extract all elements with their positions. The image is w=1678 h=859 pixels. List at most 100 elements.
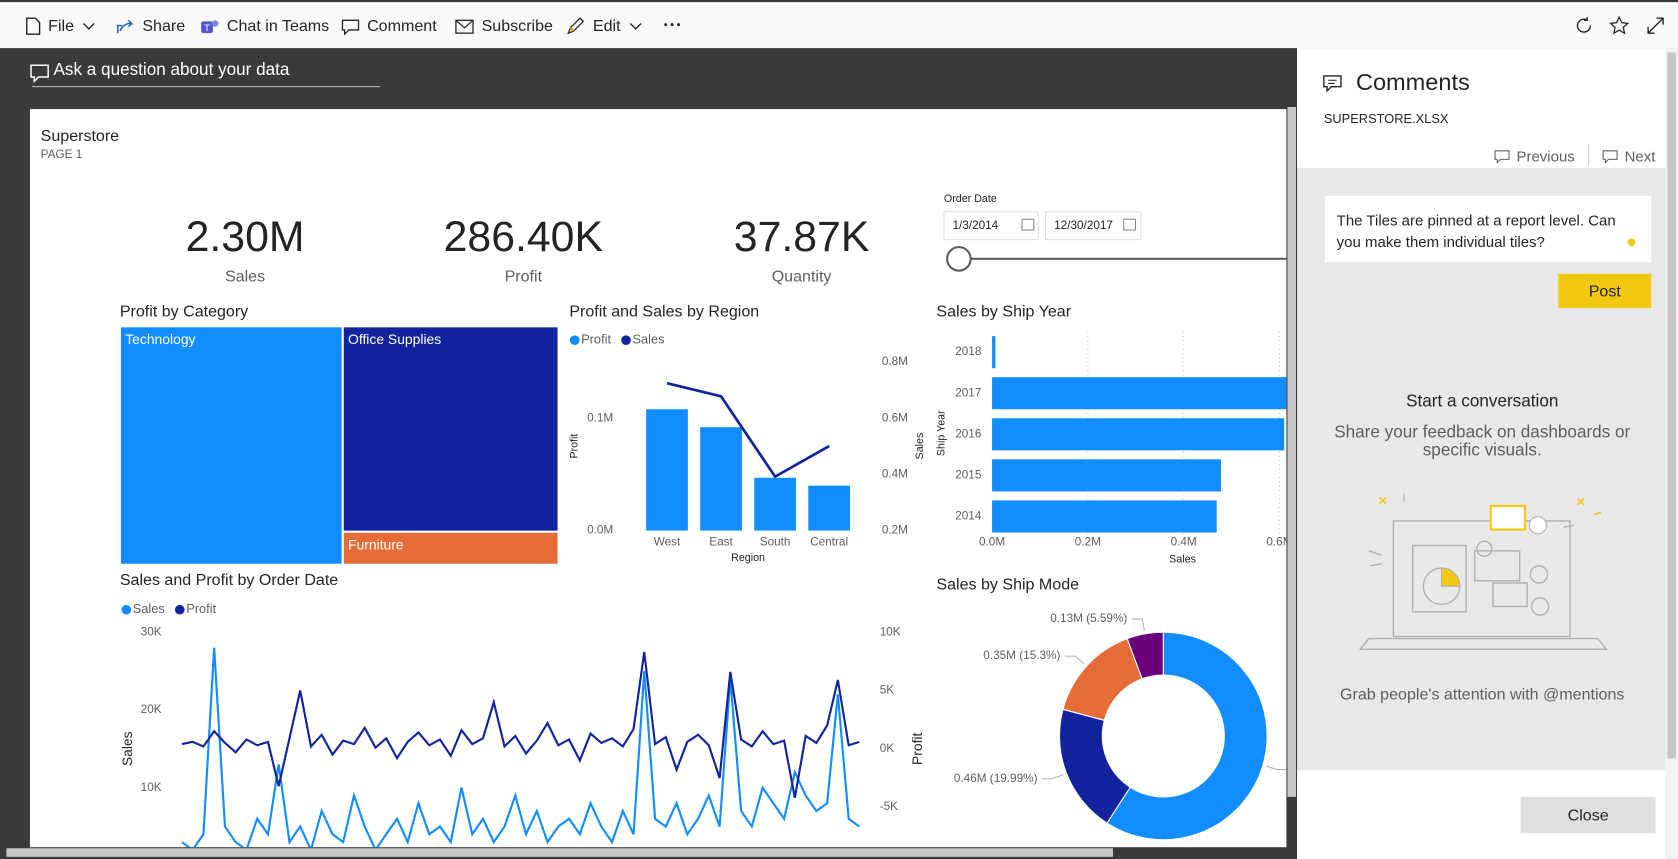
menu-label[interactable]: Chat in Teams — [226, 17, 330, 36]
bar — [992, 418, 1285, 451]
y-tick-label: 2016 — [955, 427, 982, 440]
svg-text:T: T — [204, 22, 210, 33]
x-tick-label: 0.2M — [1075, 535, 1101, 548]
comment-draft[interactable]: The Tiles are pinned at a report level. … — [1336, 211, 1616, 251]
leader-line — [1064, 655, 1085, 665]
subscribe-button[interactable]: Subscribe — [455, 17, 553, 35]
refresh-icon[interactable] — [1573, 15, 1594, 36]
y2-tick-label: 0K — [880, 742, 895, 755]
donut-slice — [1106, 631, 1268, 841]
x-tick-label: 0.0M — [979, 535, 1005, 548]
kpi-card: 2.30M Sales — [186, 213, 305, 285]
y-tick-label: 2017 — [955, 386, 981, 399]
slicer-title: Order Date — [944, 193, 997, 205]
y-tick-label: 2018 — [955, 345, 982, 358]
chart-title: Sales by Ship Mode — [936, 575, 1079, 593]
x-tick-label: South — [760, 535, 791, 548]
end-date[interactable]: 12/30/2017 — [1054, 219, 1113, 232]
chart-title: Profit by Category — [120, 303, 248, 321]
file-menu[interactable]: File — [26, 17, 97, 35]
x-tick-label: East — [709, 535, 733, 548]
leader-line — [1265, 765, 1287, 771]
scrollbar — [1287, 106, 1297, 797]
y2-tick-label: 0.2M — [882, 524, 908, 537]
post-button[interactable]: Post — [1558, 273, 1652, 309]
qna[interactable]: Ask a question about your data — [30, 60, 380, 88]
kpi-card: 37.87K Quantity — [734, 213, 870, 285]
data-label: 0.35M (15.3%) — [983, 649, 1060, 662]
x-tick-label: West — [654, 535, 681, 548]
kpi-value: 286.40K — [444, 213, 604, 261]
teams-button[interactable]: T Chat in Teams — [200, 17, 329, 35]
y-tick-label: 20K — [141, 703, 162, 716]
legend-marker — [569, 335, 580, 345]
y-tick-label: 0.1M — [587, 411, 613, 424]
scroll-thumb[interactable] — [1667, 52, 1676, 759]
x-axis-title: Sales — [1169, 553, 1196, 565]
illustration — [1358, 493, 1608, 651]
y-axis-title: Profit — [569, 434, 581, 459]
slider-handle[interactable] — [946, 246, 972, 272]
kpi-label: Profit — [505, 267, 543, 285]
y-tick-label: 30K — [141, 625, 162, 638]
chart-title: Sales by Ship Year — [936, 303, 1071, 321]
y2-tick-label: 0.4M — [882, 468, 908, 481]
qna-placeholder[interactable]: Ask a question about your data — [54, 60, 290, 79]
empty-text: Share your feedback on dashboards or spe… — [1334, 423, 1631, 460]
report-title: Superstore — [41, 127, 120, 145]
treemap-label: Office Supplies — [348, 331, 441, 347]
x-tick-label: Central — [810, 535, 848, 548]
menu-label[interactable]: Subscribe — [481, 17, 553, 36]
data-label: 0.13M (5.59%) — [1050, 612, 1127, 625]
page-name: PAGE 1 — [41, 148, 83, 161]
bar — [992, 336, 996, 369]
date-input[interactable] — [1045, 211, 1142, 241]
y-tick-label: 2014 — [955, 510, 982, 523]
previous-label[interactable]: Previous — [1516, 147, 1575, 165]
chart-title: Sales and Profit by Order Date — [120, 571, 338, 589]
calendar-icon[interactable] — [1123, 218, 1137, 231]
next-button[interactable]: Next — [1602, 148, 1655, 165]
y-tick-label: 2015 — [955, 468, 982, 481]
x-tick-label: 0.6M — [1266, 535, 1292, 548]
calendar-icon[interactable] — [1021, 218, 1035, 231]
next-label[interactable]: Next — [1624, 147, 1656, 165]
bar — [646, 409, 688, 531]
y2-axis-title: Profit — [909, 732, 925, 765]
bar — [992, 377, 1287, 410]
kpi-card: 286.40K Profit — [444, 213, 604, 285]
treemap-label: Technology — [125, 331, 195, 347]
legend-label: Sales — [632, 332, 664, 347]
bar — [992, 500, 1217, 533]
y2-axis-title: Sales — [914, 433, 926, 460]
scrollbar — [6, 848, 1114, 857]
comment-input[interactable] — [1324, 195, 1652, 263]
legend-label: Sales — [133, 601, 165, 616]
file-name: SUPERSTORE.XLSX — [1323, 111, 1449, 127]
menu-label[interactable]: Comment — [367, 17, 437, 36]
chart-title: Profit and Sales by Region — [569, 303, 759, 321]
comment-button[interactable]: Comment — [341, 17, 437, 36]
bar — [808, 485, 851, 531]
kpi-value: 37.87K — [734, 213, 870, 261]
y2-tick-label: 0.6M — [882, 411, 908, 424]
bar — [700, 427, 742, 531]
data-label: 0.46M (19.99%) — [954, 772, 1038, 785]
line — [181, 651, 860, 798]
menu-label[interactable]: Edit — [592, 17, 621, 36]
edit-menu[interactable]: Edit — [566, 17, 643, 35]
menu-label[interactable]: Share — [142, 17, 186, 36]
menu-label[interactable]: File — [48, 17, 75, 36]
previous-button[interactable]: Previous — [1494, 148, 1575, 165]
panel-header — [1297, 48, 1678, 168]
date-slicer: Order Date 1/3/2014 12/30/2017 — [943, 193, 1287, 272]
comments-icon — [1323, 75, 1342, 93]
more-button[interactable] — [662, 19, 681, 30]
favorite-icon[interactable] — [1609, 15, 1630, 36]
line — [666, 381, 830, 479]
start-date[interactable]: 1/3/2014 — [952, 219, 998, 232]
close-button[interactable]: Close — [1520, 796, 1656, 834]
share-button[interactable]: Share — [116, 17, 186, 36]
fullscreen-icon[interactable] — [1645, 15, 1666, 36]
